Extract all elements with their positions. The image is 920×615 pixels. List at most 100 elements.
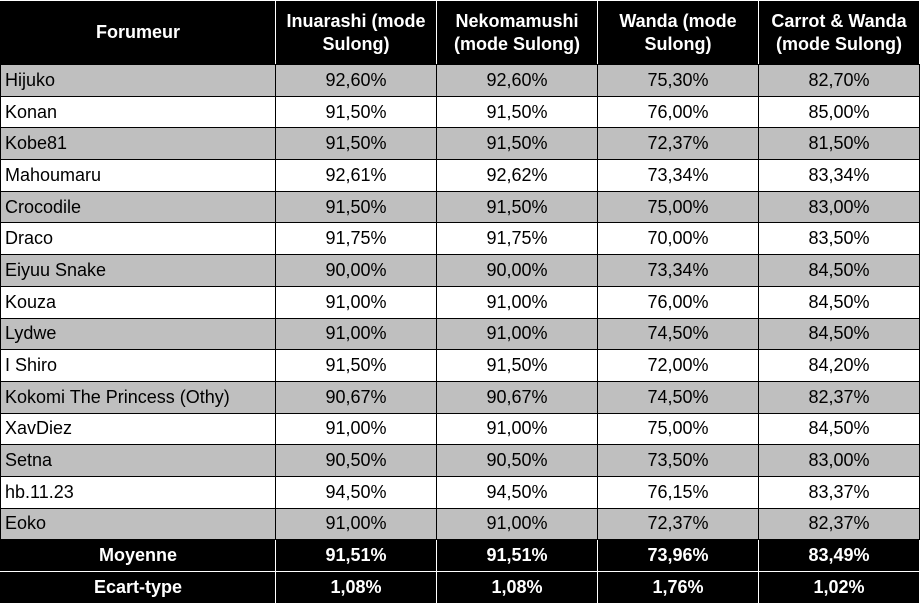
score-cell: 82,37% xyxy=(758,507,920,541)
forum-name: Kouza xyxy=(0,285,276,319)
table-row: Setna 90,50% 90,50% 73,50% 83,00% xyxy=(0,444,920,477)
score-cell: 91,50% xyxy=(436,349,598,382)
forum-name: Hijuko xyxy=(0,64,276,97)
forum-name: Crocodile xyxy=(0,190,276,224)
score-cell: 90,00% xyxy=(275,254,437,287)
forum-name: Eiyuu Snake xyxy=(0,254,276,287)
score-cell: 76,00% xyxy=(597,285,759,319)
table-row: Kokomi The Princess (Othy) 90,67% 90,67% 74… xyxy=(0,380,920,414)
table-row: Mahoumaru 92,61% 92,62% 73,34% 83,34% xyxy=(0,159,920,192)
forum-name: Setna xyxy=(0,444,276,477)
table-row: Kobe81 91,50% 91,50% 72,37% 81,50% xyxy=(0,127,920,161)
score-cell: 84,50% xyxy=(758,412,920,446)
table-row: I Shiro 91,50% 91,50% 72,00% 84,20% xyxy=(0,349,920,382)
summary-cell: 1,08% xyxy=(275,571,437,604)
table-row: Hijuko 92,60% 92,60% 75,30% 82,70% xyxy=(0,64,920,97)
forum-name: I Shiro xyxy=(0,349,276,382)
score-cell: 74,50% xyxy=(597,380,759,414)
score-cell: 76,00% xyxy=(597,95,759,129)
table-row: Eoko 91,00% 91,00% 72,37% 82,37% xyxy=(0,507,920,541)
score-cell: 75,00% xyxy=(597,190,759,224)
forum-name: Mahoumaru xyxy=(0,159,276,192)
score-cell: 72,00% xyxy=(597,349,759,382)
score-cell: 91,75% xyxy=(436,222,598,256)
score-cell: 83,00% xyxy=(758,444,920,477)
score-cell: 73,34% xyxy=(597,254,759,287)
summary-cell: 1,02% xyxy=(758,571,920,604)
score-cell: 91,00% xyxy=(436,285,598,319)
table-row: Kouza 91,00% 91,00% 76,00% 84,50% xyxy=(0,285,920,319)
score-cell: 84,50% xyxy=(758,285,920,319)
forum-name: Eoko xyxy=(0,507,276,541)
score-cell: 70,00% xyxy=(597,222,759,256)
header-cell: Wanda (mode Sulong) xyxy=(597,0,759,65)
score-cell: 90,00% xyxy=(436,254,598,287)
score-cell: 83,37% xyxy=(758,475,920,509)
table-row: Draco 91,75% 91,75% 70,00% 83,50% xyxy=(0,222,920,256)
table-row: XavDiez 91,00% 91,00% 75,00% 84,50% xyxy=(0,412,920,446)
score-cell: 91,75% xyxy=(275,222,437,256)
score-cell: 91,50% xyxy=(275,349,437,382)
score-cell: 94,50% xyxy=(436,475,598,509)
forum-name: Kobe81 xyxy=(0,127,276,161)
summary-cell: 83,49% xyxy=(758,539,920,572)
score-cell: 91,00% xyxy=(275,285,437,319)
summary-cell: 1,76% xyxy=(597,571,759,604)
score-cell: 91,00% xyxy=(275,412,437,446)
summary-cell: 1,08% xyxy=(436,571,598,604)
header-cell: Carrot & Wanda (mode Sulong) xyxy=(758,0,920,65)
header-row: Forumeur Inuarashi (mode Sulong) Nekomamus… xyxy=(0,0,920,65)
score-cell: 91,00% xyxy=(436,412,598,446)
score-cell: 91,50% xyxy=(275,127,437,161)
forum-name: Kokomi The Princess (Othy) xyxy=(0,380,276,414)
forum-name: XavDiez xyxy=(0,412,276,446)
score-cell: 72,37% xyxy=(597,127,759,161)
score-cell: 90,67% xyxy=(275,380,437,414)
score-cell: 91,00% xyxy=(436,317,598,351)
score-cell: 91,00% xyxy=(275,507,437,541)
score-cell: 94,50% xyxy=(275,475,437,509)
score-cell: 91,50% xyxy=(436,190,598,224)
table-row: Eiyuu Snake 90,00% 90,00% 73,34% 84,50% xyxy=(0,254,920,287)
summary-cell: 73,96% xyxy=(597,539,759,572)
table-header: Forumeur Inuarashi (mode Sulong) Nekomamus… xyxy=(0,0,920,65)
table-row: Crocodile 91,50% 91,50% 75,00% 83,00% xyxy=(0,190,920,224)
score-cell: 73,50% xyxy=(597,444,759,477)
summary-label: Ecart-type xyxy=(0,571,276,604)
score-cell: 76,15% xyxy=(597,475,759,509)
score-cell: 74,50% xyxy=(597,317,759,351)
score-cell: 91,00% xyxy=(275,317,437,351)
score-cell: 75,00% xyxy=(597,412,759,446)
summary-label: Moyenne xyxy=(0,539,276,572)
score-cell: 92,60% xyxy=(436,64,598,97)
header-cell: Forumeur xyxy=(0,0,276,65)
header-cell: Inuarashi (mode Sulong) xyxy=(275,0,437,65)
score-cell: 75,30% xyxy=(597,64,759,97)
forum-name: hb.11.23 xyxy=(0,475,276,509)
score-cell: 84,50% xyxy=(758,254,920,287)
score-cell: 91,50% xyxy=(436,127,598,161)
score-cell: 91,00% xyxy=(436,507,598,541)
table-row: Lydwe 91,00% 91,00% 74,50% 84,50% xyxy=(0,317,920,351)
score-cell: 92,61% xyxy=(275,159,437,192)
score-cell: 91,50% xyxy=(275,95,437,129)
forum-name: Konan xyxy=(0,95,276,129)
score-cell: 81,50% xyxy=(758,127,920,161)
forum-name: Draco xyxy=(0,222,276,256)
score-cell: 84,50% xyxy=(758,317,920,351)
summary-cell: 91,51% xyxy=(275,539,437,572)
table-row: Konan 91,50% 91,50% 76,00% 85,00% xyxy=(0,95,920,129)
score-cell: 82,70% xyxy=(758,64,920,97)
table-body: Hijuko 92,60% 92,60% 75,30% 82,70% Konan 91,50… xyxy=(0,64,920,604)
header-cell: Nekomamushi (mode Sulong) xyxy=(436,0,598,65)
score-cell: 92,62% xyxy=(436,159,598,192)
forum-name: Lydwe xyxy=(0,317,276,351)
score-cell: 83,34% xyxy=(758,159,920,192)
score-cell: 90,50% xyxy=(436,444,598,477)
score-cell: 82,37% xyxy=(758,380,920,414)
score-cell: 91,50% xyxy=(275,190,437,224)
score-cell: 91,50% xyxy=(436,95,598,129)
score-cell: 90,50% xyxy=(275,444,437,477)
